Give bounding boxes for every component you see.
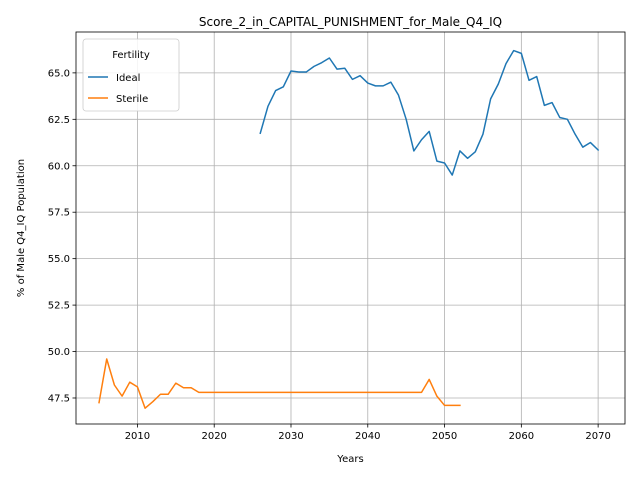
x-tick-label: 2030 xyxy=(278,431,303,442)
legend-label-sterile: Sterile xyxy=(116,94,148,105)
series-layer xyxy=(98,49,600,409)
y-axis-title: % of Male Q4_IQ Population xyxy=(16,159,27,297)
x-tick-label: 2060 xyxy=(509,431,534,442)
y-axis: 47.5 50.0 52.5 55.0 57.5 60.0 62.5 65.0 xyxy=(48,68,76,404)
legend-box xyxy=(82,38,180,112)
x-tick-label: 2020 xyxy=(201,431,226,442)
x-axis-title: Years xyxy=(336,454,363,465)
chart-title: Score_2_in_CAPITAL_PUNISHMENT_for_Male_Q… xyxy=(199,15,502,29)
legend: Fertility Ideal Sterile xyxy=(82,38,180,112)
y-tick-label: 57.5 xyxy=(48,208,70,219)
x-axis: 2010 2020 2030 2040 2050 2060 2070 xyxy=(125,424,611,442)
grid-lines xyxy=(76,32,625,424)
series-line-sterile xyxy=(98,358,461,409)
legend-label-ideal: Ideal xyxy=(116,73,140,84)
x-tick-label: 2040 xyxy=(355,431,380,442)
x-tick-label: 2010 xyxy=(125,431,150,442)
y-tick-label: 47.5 xyxy=(48,393,70,404)
y-tick-label: 65.0 xyxy=(48,68,70,79)
x-tick-label: 2070 xyxy=(585,431,610,442)
x-tick-label: 2050 xyxy=(432,431,457,442)
y-tick-label: 62.5 xyxy=(48,115,70,126)
y-tick-label: 60.0 xyxy=(48,161,70,172)
y-tick-label: 55.0 xyxy=(48,254,70,265)
plot-frame xyxy=(75,31,626,425)
y-tick-label: 52.5 xyxy=(48,301,70,312)
y-tick-label: 50.0 xyxy=(48,347,70,358)
series-line-ideal xyxy=(259,49,600,176)
legend-title: Fertility xyxy=(112,50,150,61)
